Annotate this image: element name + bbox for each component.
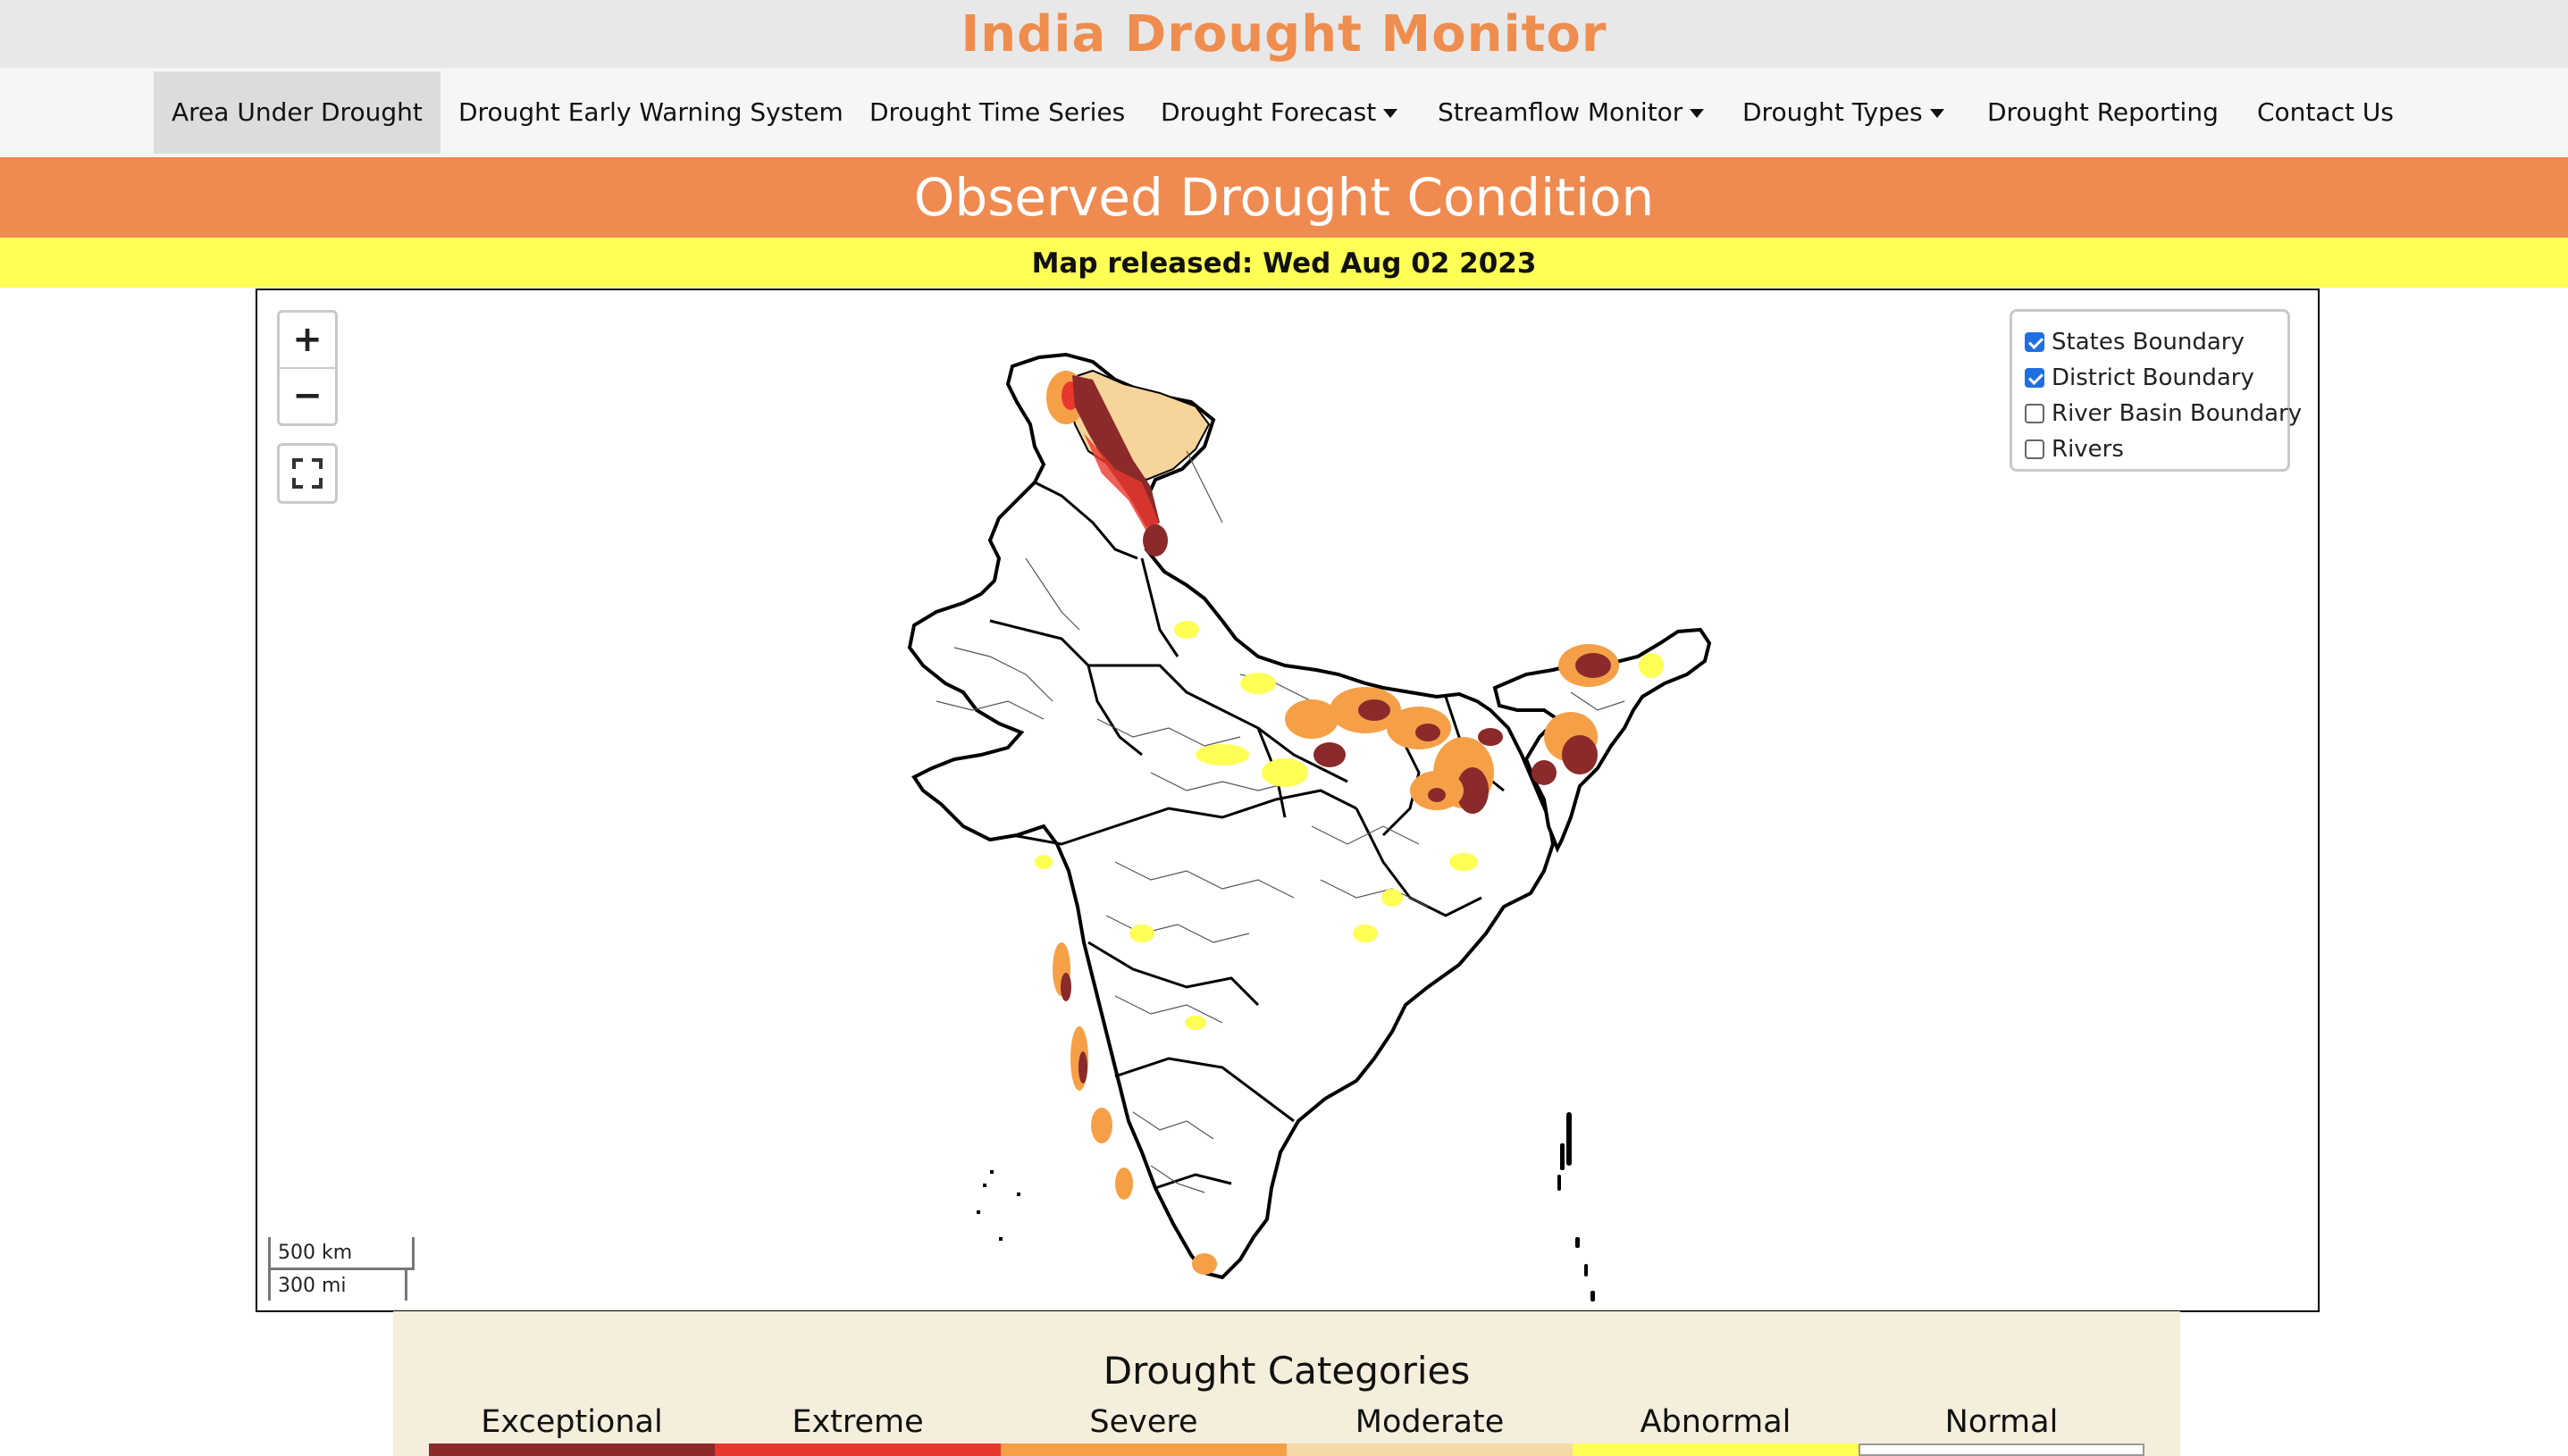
drought-map[interactable]: + − States Boundary District Boundary Ri… [256, 289, 2320, 1312]
nav-label: Streamflow Monitor [1438, 97, 1683, 127]
release-bar: Map released: Wed Aug 02 2023 [0, 238, 2568, 288]
rivers-checkbox[interactable] [2025, 439, 2044, 459]
legend-label-extreme: Extreme [792, 1404, 924, 1440]
state-boundaries [989, 481, 1505, 1190]
legend-title: Drought Categories [1103, 1349, 1471, 1393]
nav-drought-early-warning[interactable]: Drought Early Warning System [458, 71, 843, 154]
scale-km: 500 km [268, 1237, 415, 1270]
legend-swatch-normal [1859, 1443, 2144, 1456]
zoom-out-button[interactable]: − [280, 367, 335, 423]
legend-label-normal: Normal [1944, 1404, 2059, 1440]
legend-swatch-abnormal [1573, 1443, 1859, 1456]
drought-categories-legend: Drought Categories Exceptional Extreme S… [393, 1311, 2180, 1456]
layer-district-boundary[interactable]: District Boundary [2012, 360, 2287, 396]
states-boundary-checkbox[interactable] [2025, 332, 2044, 352]
northeast-outline [1492, 627, 1712, 853]
fullscreen-icon [292, 458, 323, 489]
fullscreen-button[interactable] [277, 443, 338, 504]
zoom-control: + − [277, 310, 338, 426]
layer-states-boundary[interactable]: States Boundary [2012, 324, 2287, 360]
scale-mi: 300 mi [268, 1268, 407, 1301]
andaman-nicobar-islands [1557, 1112, 1595, 1301]
caret-down-icon [1929, 109, 1944, 118]
legend-label-abnormal: Abnormal [1640, 1404, 1792, 1440]
nav-drought-forecast[interactable]: Drought Forecast [1161, 71, 1398, 154]
legend-label-moderate: Moderate [1355, 1404, 1505, 1440]
layer-control-panel: States Boundary District Boundary River … [2010, 309, 2302, 472]
release-date-text: Map released: Wed Aug 02 2023 [1031, 247, 1537, 280]
layer-river-basin-boundary[interactable]: River Basin Boundary [2012, 396, 2302, 431]
nav-label: Drought Early Warning System [458, 97, 843, 127]
nav-label: Drought Forecast [1161, 97, 1377, 127]
nav-drought-reporting[interactable]: Drought Reporting [1987, 71, 2219, 154]
india-drought-map-graphic [907, 352, 1712, 1301]
legend-label-severe: Severe [1089, 1404, 1198, 1440]
river-basin-boundary-checkbox[interactable] [2025, 404, 2044, 423]
site-header: India Drought Monitor [0, 0, 2568, 68]
nav-area-under-drought[interactable]: Area Under Drought [154, 71, 441, 154]
nav-label: Contact Us [2257, 97, 2394, 127]
layer-label: District Boundary [2052, 364, 2254, 391]
nav-drought-types[interactable]: Drought Types [1742, 71, 1944, 154]
legend-swatch-moderate [1287, 1443, 1573, 1456]
layer-rivers[interactable]: Rivers [2012, 431, 2287, 467]
legend-swatch-severe [1001, 1443, 1287, 1456]
nav-contact-us[interactable]: Contact Us [2257, 71, 2394, 154]
district-boundary-checkbox[interactable] [2025, 368, 2044, 388]
layer-label: States Boundary [2052, 329, 2245, 356]
nav-drought-time-series[interactable]: Drought Time Series [869, 71, 1125, 154]
lakshadweep-islands [977, 1170, 1020, 1241]
main-navbar: Area Under Drought Drought Early Warning… [0, 68, 2568, 157]
india-mainland-outline [907, 352, 1556, 1280]
drought-patches [1035, 371, 1664, 1275]
banner-title: Observed Drought Condition [913, 167, 1655, 228]
legend-swatch-exceptional [429, 1443, 715, 1456]
page-banner: Observed Drought Condition [0, 157, 2568, 238]
zoom-in-button[interactable]: + [292, 319, 323, 360]
site-title: India Drought Monitor [961, 5, 1607, 63]
caret-down-icon [1383, 109, 1398, 118]
nav-label: Area Under Drought [172, 97, 423, 127]
district-boundaries [936, 450, 1625, 1193]
nav-label: Drought Time Series [869, 97, 1126, 127]
map-scale-bar: 500 km 300 mi [268, 1237, 415, 1301]
nav-label: Drought Types [1742, 97, 1923, 127]
legend-label-exceptional: Exceptional [481, 1404, 663, 1440]
caret-down-icon [1690, 109, 1705, 118]
legend-swatch-extreme [715, 1443, 1001, 1456]
layer-label: Rivers [2052, 436, 2124, 463]
nav-label: Drought Reporting [1987, 97, 2219, 127]
nav-streamflow-monitor[interactable]: Streamflow Monitor [1438, 71, 1705, 154]
layer-label: River Basin Boundary [2052, 400, 2303, 427]
